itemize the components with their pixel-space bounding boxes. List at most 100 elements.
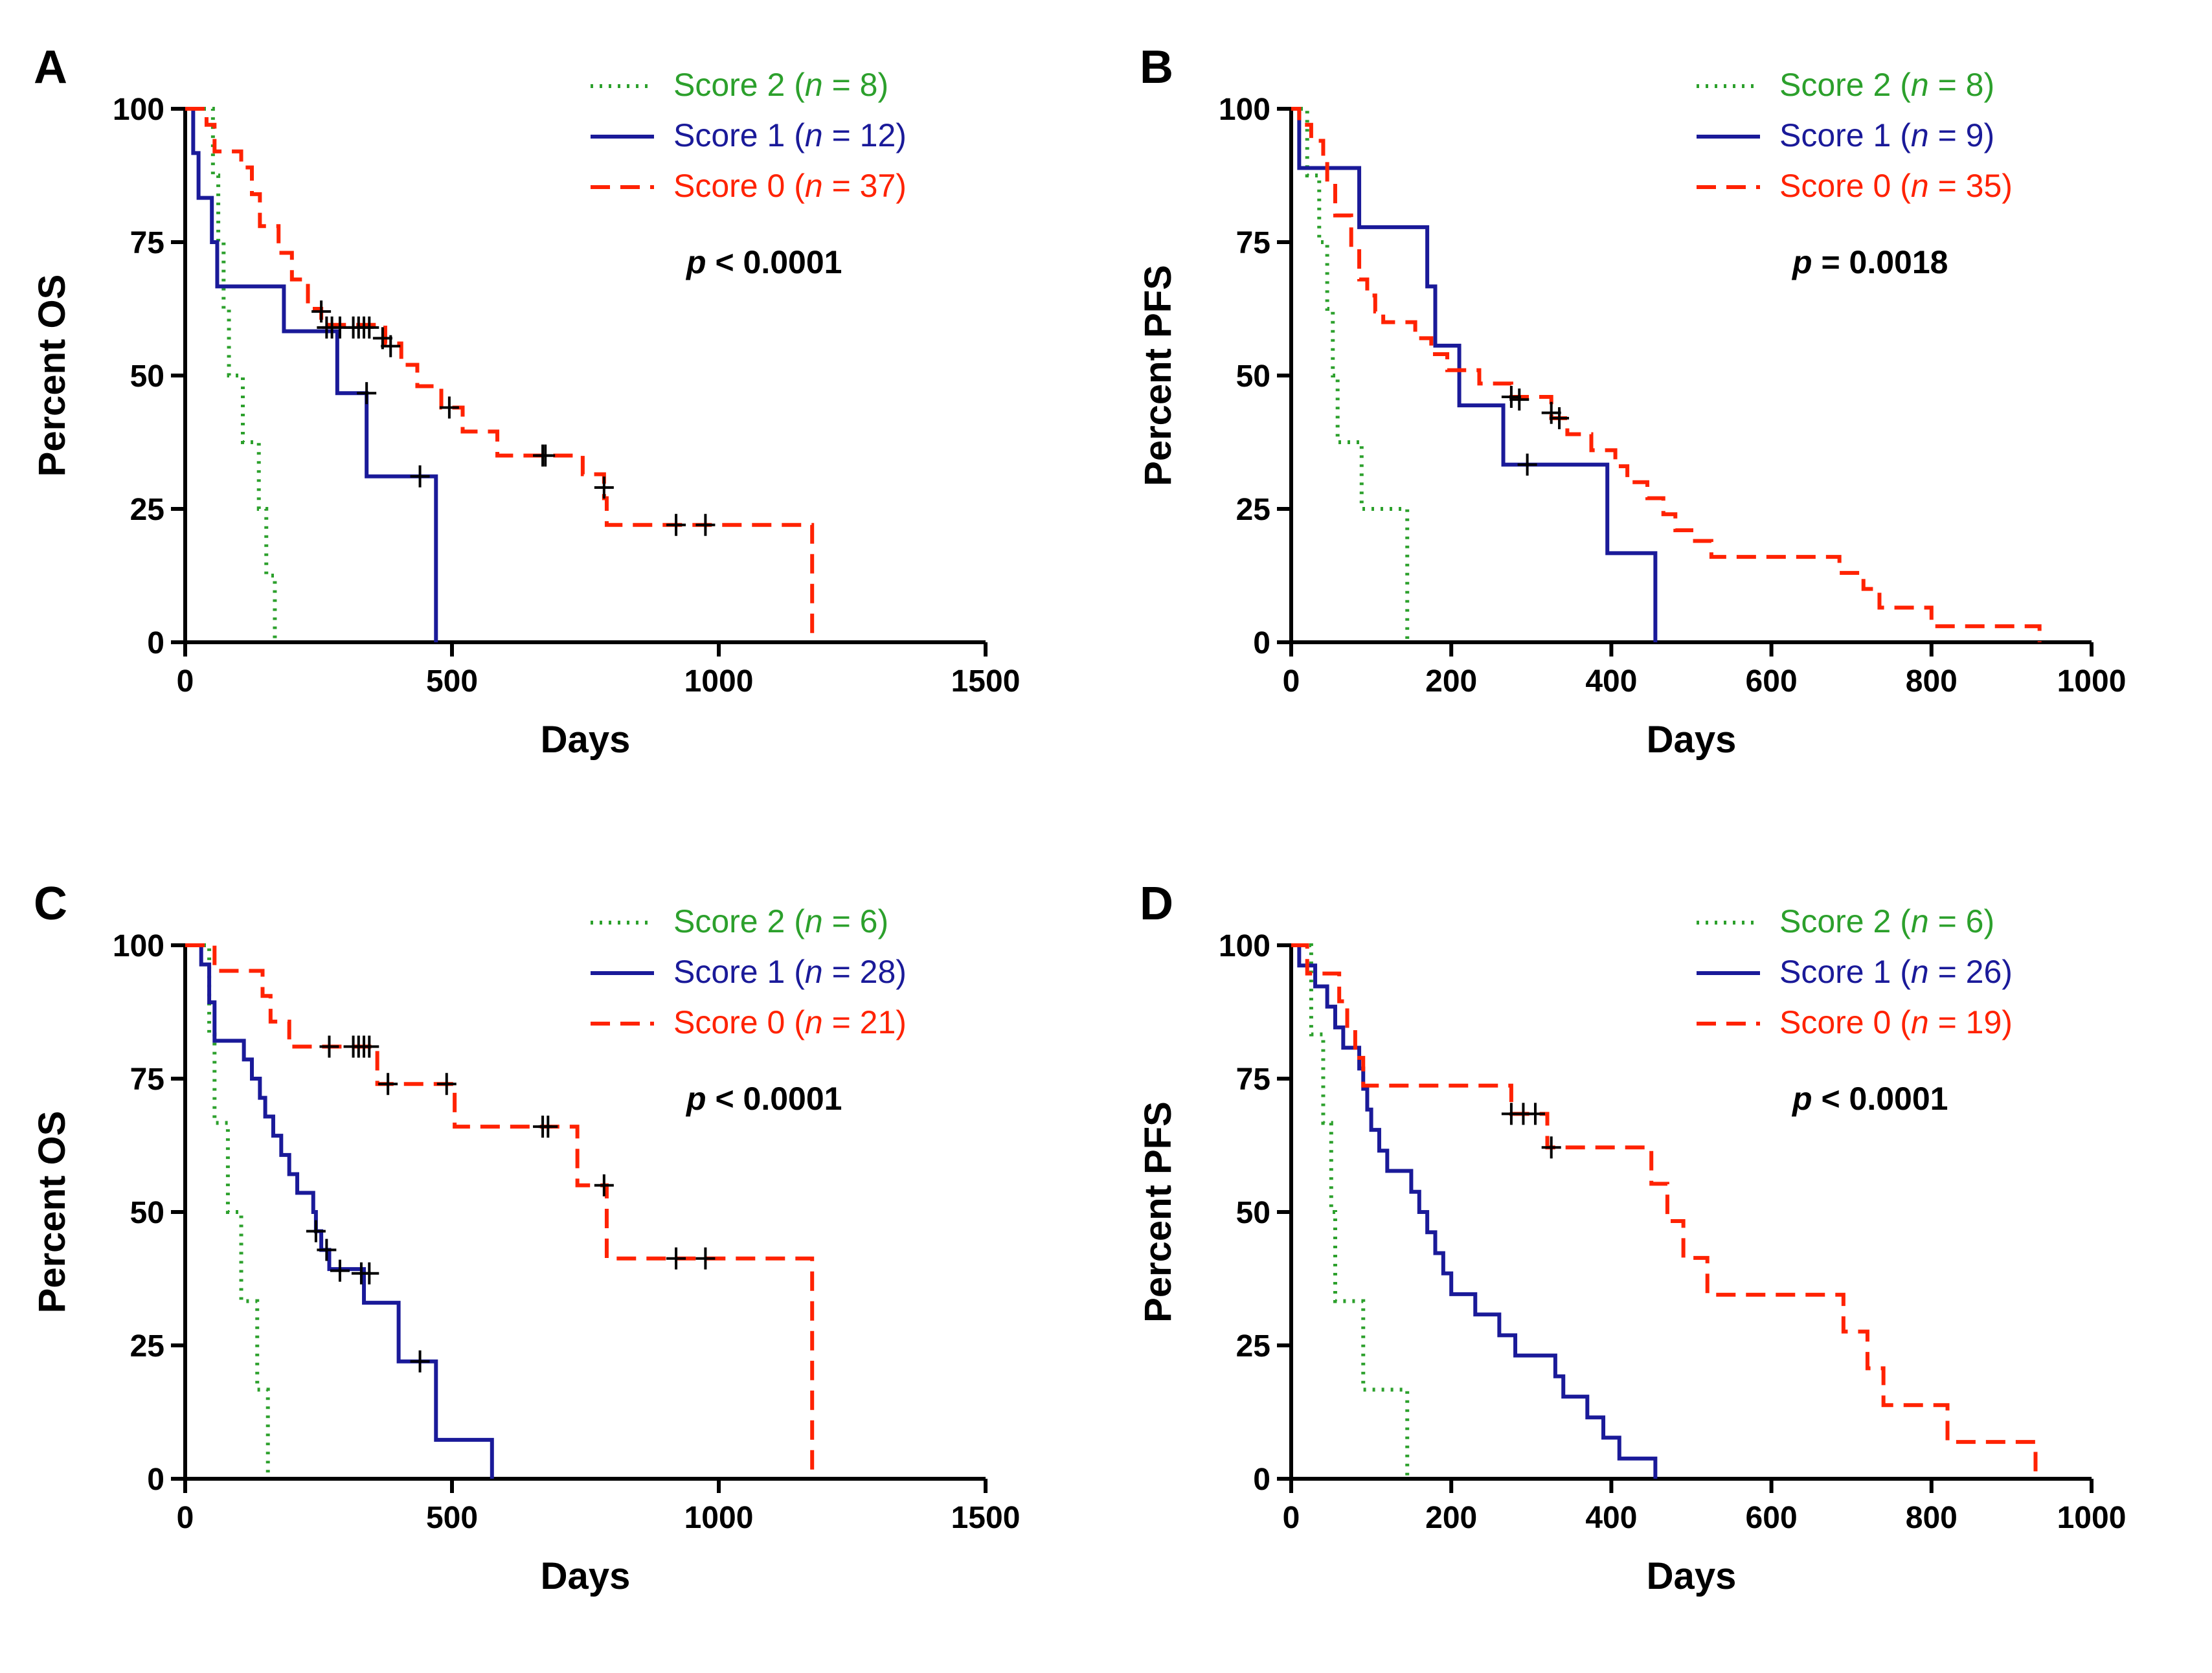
y-tick-label: 75: [130, 1062, 164, 1097]
y-tick-label: 50: [130, 1196, 164, 1230]
censor-mark: [319, 1035, 339, 1058]
x-tick-label: 1000: [684, 664, 754, 699]
censor-mark: [410, 465, 430, 488]
y-tick-label: 25: [130, 493, 164, 527]
legend-label-n: n: [1911, 903, 1929, 939]
p-value-text: < 0.0001: [1812, 1081, 1948, 1117]
legend-label-count: = 26): [1929, 954, 2013, 990]
legend-label-name: Score 0 (: [1779, 168, 1911, 204]
legend-label-count: = 8): [823, 67, 888, 103]
censor-mark: [1517, 453, 1537, 476]
censor-mark: [666, 513, 686, 536]
censor-mark: [359, 1262, 379, 1285]
censor-mark: [311, 300, 332, 323]
y-axis-title: Percent OS: [31, 1111, 73, 1314]
x-tick-label: 0: [177, 664, 194, 699]
legend-label-name: Score 2 (: [673, 903, 805, 939]
censor-mark: [594, 477, 614, 499]
y-tick-label: 0: [147, 1463, 164, 1497]
censor-mark: [359, 1035, 379, 1058]
legend-label: Score 1 (n = 26): [1779, 954, 2013, 990]
censor-mark: [378, 1073, 398, 1095]
panel-c: C 0 25 50 75 100 0 500 1000 1500 Days Percent OS Sco…: [0, 836, 1106, 1673]
censor-mark: [536, 444, 556, 467]
legend-label-count: = 9): [1929, 117, 1994, 153]
panel-a: A 0 25 50 75 100 0 500 1000 1500 Days Percent OS Sco…: [0, 0, 1106, 836]
legend-label: Score 1 (n = 9): [1779, 117, 1994, 153]
y-tick-label: 25: [130, 1329, 164, 1364]
legend-label-count: = 19): [1929, 1004, 2013, 1040]
legend-label-count: = 8): [1929, 67, 1994, 103]
x-tick-label: 1500: [951, 664, 1021, 699]
legend-label-n: n: [1911, 954, 1929, 990]
legend-label: Score 1 (n = 12): [673, 117, 907, 153]
censor-mark: [666, 1247, 686, 1270]
x-tick-label: 200: [1425, 1501, 1477, 1535]
km-curve-score-0: [1291, 943, 2038, 1479]
censor-mark: [1541, 1136, 1561, 1159]
p-value: p < 0.0001: [685, 244, 842, 280]
x-tick-label: 1000: [684, 1501, 754, 1535]
legend-label-n: n: [1911, 168, 1929, 204]
km-curve-score-0: [185, 107, 815, 642]
legend-label-name: Score 1 (: [673, 117, 805, 153]
x-axis-title: Days: [541, 719, 631, 761]
panel-letter: C: [34, 878, 67, 930]
y-tick-label: 25: [1236, 1329, 1270, 1364]
x-tick-label: 800: [1906, 664, 1958, 699]
p-value: p < 0.0001: [685, 1081, 842, 1117]
x-tick-label: 800: [1906, 1501, 1958, 1535]
censor-mark: [381, 335, 401, 357]
y-axis-title: Percent OS: [31, 275, 73, 477]
x-tick-label: 0: [1283, 1501, 1300, 1535]
censor-mark: [317, 1239, 337, 1261]
legend-label-name: Score 1 (: [1779, 117, 1911, 153]
y-tick-label: 75: [1236, 226, 1270, 260]
panel-letter: D: [1140, 878, 1173, 930]
legend-label-count: = 12): [823, 117, 907, 153]
censor-mark: [436, 1073, 457, 1095]
legend-label: Score 0 (n = 19): [1779, 1004, 2013, 1040]
legend-label: Score 1 (n = 28): [673, 954, 907, 990]
censor-mark: [1509, 388, 1529, 411]
censor-mark: [1541, 401, 1561, 424]
legend-label-n: n: [805, 903, 823, 939]
km-curve-score-2: [1291, 943, 1410, 1479]
p-value-text: < 0.0001: [706, 244, 842, 280]
x-axis-title: Days: [1647, 1555, 1737, 1597]
legend-label: Score 2 (n = 8): [1779, 67, 1994, 103]
x-tick-label: 600: [1746, 1501, 1798, 1535]
y-tick-label: 75: [1236, 1062, 1270, 1097]
panel-d: D 0 25 50 75 100 0 200 400 600 800 1000 Days Percent …: [1106, 836, 2212, 1673]
legend-label-name: Score 2 (: [1779, 903, 1911, 939]
y-tick-label: 100: [1219, 929, 1270, 963]
y-tick-label: 50: [1236, 359, 1270, 394]
x-tick-label: 400: [1585, 1501, 1637, 1535]
legend-label-count: = 28): [823, 954, 907, 990]
x-tick-label: 1000: [2057, 664, 2127, 699]
legend-label-count: = 6): [1929, 903, 1994, 939]
p-value-symbol: p: [685, 244, 706, 280]
p-value-symbol: p: [685, 1081, 706, 1117]
y-axis-title: Percent PFS: [1137, 265, 1179, 486]
censor-mark: [306, 1220, 326, 1242]
censor-mark: [357, 382, 377, 405]
x-tick-label: 1000: [2057, 1501, 2127, 1535]
y-tick-label: 100: [1219, 93, 1270, 127]
censor-mark: [330, 1259, 350, 1282]
y-tick-label: 0: [147, 626, 164, 660]
p-value-text: < 0.0001: [706, 1081, 842, 1117]
legend-label: Score 0 (n = 21): [673, 1004, 907, 1040]
legend-label-name: Score 2 (: [1779, 67, 1911, 103]
legend-label-n: n: [1911, 67, 1929, 103]
x-tick-label: 0: [177, 1501, 194, 1535]
censor-mark: [695, 513, 716, 536]
legend-label-count: = 37): [823, 168, 907, 204]
p-value: p = 0.0018: [1791, 244, 1948, 280]
y-tick-label: 100: [113, 929, 164, 963]
legend-label-n: n: [805, 1004, 823, 1040]
p-value-symbol: p: [1791, 244, 1812, 280]
x-axis-title: Days: [1647, 719, 1737, 761]
legend-label-n: n: [1911, 1004, 1929, 1040]
